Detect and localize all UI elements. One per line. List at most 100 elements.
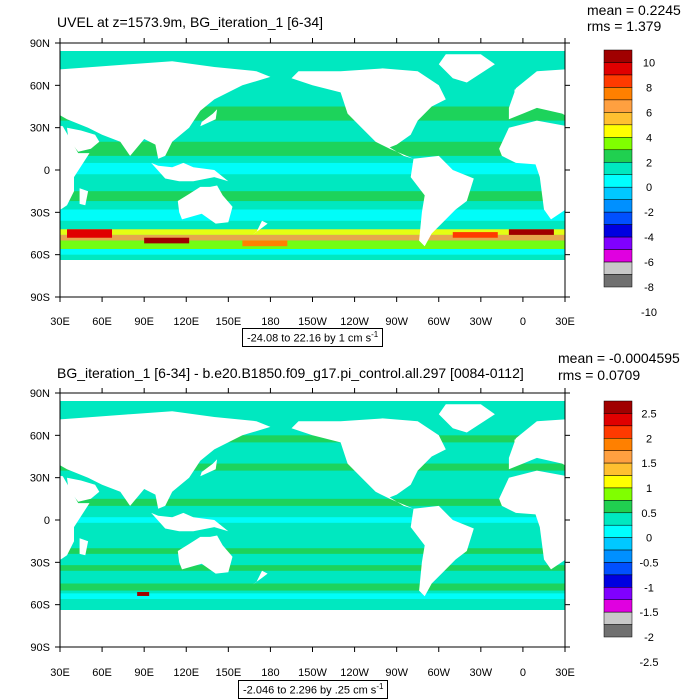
- land-mask: [585, 538, 594, 555]
- lon-label: 60W: [427, 667, 450, 679]
- lon-label: 30W: [470, 667, 493, 679]
- land-mask: [683, 536, 700, 574]
- lon-label: 30W: [470, 316, 493, 328]
- lon-label: 0: [520, 667, 526, 679]
- colorbar-swatch: [603, 274, 633, 288]
- lon-label: 30E: [555, 667, 575, 679]
- colorbar-swatch: [603, 124, 633, 138]
- zonal-band: [60, 229, 565, 235]
- colorbar-label: 2.5: [641, 408, 656, 420]
- land-mask: [572, 128, 604, 152]
- land-mask: [410, 155, 474, 247]
- zonal-band: [60, 249, 565, 255]
- panel2-rms: rms = 0.0709: [558, 367, 641, 383]
- lon-label: 30E: [50, 316, 70, 328]
- colorbar-swatch: [603, 574, 633, 588]
- lat-label: 90S: [30, 292, 50, 304]
- lon-label: 90W: [385, 667, 408, 679]
- colorbar-swatch: [603, 512, 633, 526]
- lon-label: 90E: [134, 667, 154, 679]
- lat-label: 0: [44, 515, 50, 527]
- land-mask: [67, 127, 100, 152]
- lon-label: 90W: [385, 316, 408, 328]
- lon-label: 150E: [215, 316, 241, 328]
- current-streak: [508, 229, 554, 235]
- land-mask: [499, 120, 565, 220]
- colorbar-swatch: [603, 624, 633, 638]
- land-mask: [10, 438, 21, 449]
- lon-label: 0: [520, 316, 526, 328]
- lat-label: 60N: [30, 80, 50, 92]
- zonal-band: [60, 498, 565, 506]
- land-mask: [499, 470, 565, 570]
- colorbar-swatch: [603, 438, 633, 451]
- colorbar-label: -4: [644, 232, 654, 244]
- land-mask: [10, 88, 21, 99]
- zonal-band: [60, 234, 565, 241]
- colorbar-label: 10: [643, 57, 655, 69]
- colorbar-swatch: [603, 261, 633, 275]
- land-mask: [438, 54, 495, 83]
- colorbar-label: -0.5: [640, 557, 659, 569]
- colorbar-label: -10: [641, 307, 657, 319]
- colorbar-swatch: [603, 174, 633, 188]
- lon-label: 180: [261, 316, 279, 328]
- colorbar-swatch: [603, 413, 633, 427]
- lat-label: 30N: [30, 473, 50, 485]
- colorbar-swatch: [603, 99, 633, 113]
- colorbar-label: -1: [644, 582, 654, 594]
- lon-label: 30E: [555, 316, 575, 328]
- colorbar-swatch: [603, 475, 633, 489]
- lon-label: 180: [261, 667, 279, 679]
- land-mask: [60, 61, 271, 159]
- panel1-range-exp: -1: [371, 330, 379, 339]
- zonal-band: [60, 548, 565, 554]
- panel1-rms: rms = 1.379: [587, 18, 662, 34]
- land-mask: [514, 438, 526, 450]
- colorbar-label: -2.5: [640, 657, 659, 669]
- colorbar-label: -8: [644, 282, 654, 294]
- colorbar-swatch: [603, 224, 633, 238]
- colorbar-swatch: [603, 112, 633, 126]
- zonal-band: [60, 209, 565, 221]
- lon-label: 90E: [134, 316, 154, 328]
- colorbar-label: -6: [644, 257, 654, 269]
- lon-label: 150W: [298, 316, 327, 328]
- colorbar-2: 2.5 2 1.5 1 0.5 0 -0.5 -1 -1.5 -2 -2.5: [603, 400, 659, 669]
- colorbar-label: 1.5: [641, 458, 656, 470]
- land-mask: [585, 188, 594, 205]
- land-mask: [60, 475, 90, 560]
- lat-label: 60S: [30, 250, 50, 262]
- land-mask: [79, 188, 89, 206]
- colorbar-swatch: [603, 462, 633, 476]
- lat-label: 30S: [30, 557, 50, 569]
- panel2-range-text: -2.046 to 2.296 by .25 cm s: [243, 684, 377, 697]
- colorbar-swatch: [603, 599, 633, 613]
- panel2-title: BG_iteration_1 [6-34] - b.e20.B1850.f09_…: [57, 365, 524, 381]
- lat-label: 30N: [30, 123, 50, 135]
- colorbar-swatch: [603, 211, 633, 225]
- colorbar-label: 0.5: [641, 508, 656, 520]
- land-mask: [291, 418, 446, 509]
- current-streak: [137, 591, 150, 596]
- zonal-band: [60, 435, 565, 443]
- lat-label: 30S: [30, 207, 50, 219]
- land-mask: [252, 570, 268, 585]
- land-mask: [177, 535, 233, 574]
- land-mask: [67, 477, 100, 502]
- land-mask: [291, 68, 446, 159]
- lon-label: 120E: [173, 667, 199, 679]
- colorbar-label: 8: [646, 82, 652, 94]
- panel1-range-box: -24.08 to 22.16 by 1 cm s-1: [242, 328, 384, 347]
- land-mask: [151, 162, 229, 182]
- colorbar-swatch: [603, 236, 633, 250]
- colorbar-swatch: [603, 74, 633, 88]
- lat-label: 90N: [30, 38, 50, 50]
- lon-label: 120W: [340, 667, 369, 679]
- colorbar-swatch: [603, 186, 633, 200]
- colorbar-label: -2: [644, 207, 654, 219]
- colorbar-swatch: [603, 400, 633, 414]
- colorbar-swatch: [603, 537, 633, 551]
- colorbar-swatch: [603, 450, 633, 464]
- lon-label: 30E: [50, 667, 70, 679]
